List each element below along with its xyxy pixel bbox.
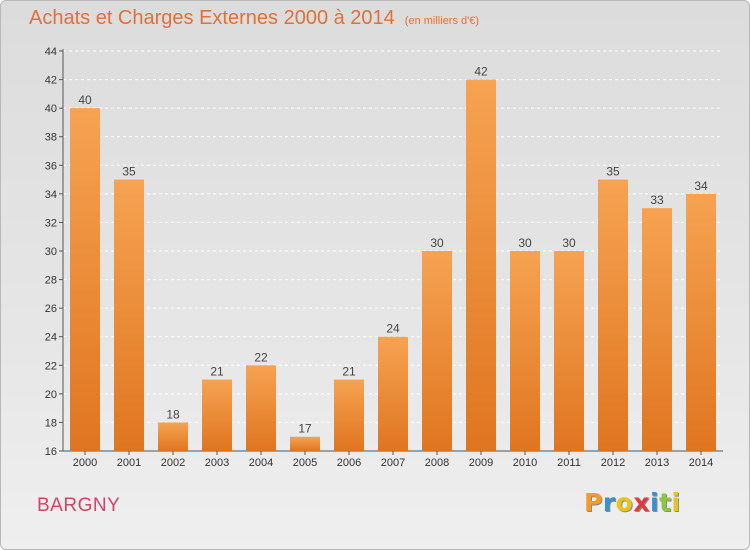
data-label: 34 bbox=[694, 179, 708, 193]
bar bbox=[114, 179, 144, 452]
y-tick-label: 16 bbox=[45, 446, 57, 458]
x-tick-label: 2003 bbox=[205, 457, 229, 469]
bar bbox=[510, 251, 540, 451]
data-label: 30 bbox=[562, 236, 576, 250]
bar bbox=[642, 208, 672, 451]
logo-letter: i bbox=[650, 488, 660, 517]
data-label: 24 bbox=[386, 322, 400, 336]
commune-name: BARGNY bbox=[37, 495, 121, 516]
bar bbox=[422, 251, 452, 451]
data-label: 30 bbox=[430, 236, 444, 250]
logo-letter: r bbox=[602, 488, 616, 517]
title-text: Achats et Charges Externes 2000 à 2014 bbox=[29, 7, 395, 29]
x-tick-label: 2001 bbox=[117, 457, 141, 469]
proxiti-logo[interactable]: Proxiti bbox=[584, 488, 681, 517]
data-label: 42 bbox=[474, 65, 488, 79]
x-tick-label: 2006 bbox=[337, 457, 361, 469]
y-tick-label: 34 bbox=[45, 189, 57, 201]
data-label: 40 bbox=[78, 93, 92, 107]
x-tick-label: 2011 bbox=[557, 457, 581, 469]
y-tick-label: 28 bbox=[45, 275, 57, 287]
bar bbox=[598, 179, 628, 452]
data-label: 17 bbox=[298, 422, 312, 436]
y-tick-label: 36 bbox=[45, 160, 57, 172]
y-tick-label: 20 bbox=[45, 389, 57, 401]
bar bbox=[554, 251, 584, 451]
y-tick-label: 38 bbox=[45, 132, 57, 144]
bar bbox=[290, 436, 320, 451]
x-tick-label: 2013 bbox=[645, 457, 669, 469]
data-label: 35 bbox=[606, 165, 620, 179]
data-label: 21 bbox=[210, 365, 224, 379]
x-tick-label: 2004 bbox=[249, 457, 273, 469]
logo-letter: x bbox=[633, 488, 650, 517]
data-label: 30 bbox=[518, 236, 532, 250]
bar bbox=[158, 422, 188, 451]
x-tick-label: 2009 bbox=[469, 457, 493, 469]
y-tick-label: 22 bbox=[45, 360, 57, 372]
data-label: 35 bbox=[122, 165, 136, 179]
bar bbox=[466, 79, 496, 452]
bar bbox=[686, 193, 716, 451]
bar bbox=[70, 108, 100, 452]
x-tick-label: 2010 bbox=[513, 457, 537, 469]
x-tick-label: 2000 bbox=[73, 457, 97, 469]
bar bbox=[378, 336, 408, 451]
labels: 16 18 20 22 24 26 28 30 32 34 36 38 40 42 44 40 2000 35 20… bbox=[45, 46, 713, 469]
logo-letter: t bbox=[659, 488, 672, 517]
x-tick-label: 2007 bbox=[381, 457, 405, 469]
bar bbox=[246, 365, 276, 451]
y-tick-label: 42 bbox=[45, 75, 57, 87]
y-tick-label: 24 bbox=[45, 332, 57, 344]
bars bbox=[70, 79, 716, 452]
y-tick-label: 26 bbox=[45, 303, 57, 315]
x-tick-label: 2002 bbox=[161, 457, 185, 469]
x-tick-label: 2014 bbox=[689, 457, 713, 469]
y-tick-label: 40 bbox=[45, 103, 57, 115]
data-label: 33 bbox=[650, 193, 664, 207]
chart-title: Achats et Charges Externes 2000 à 2014 (e… bbox=[29, 7, 479, 30]
bar bbox=[334, 379, 364, 451]
x-tick-label: 2008 bbox=[425, 457, 449, 469]
x-tick-label: 2005 bbox=[293, 457, 317, 469]
logo-letter: i bbox=[671, 488, 681, 517]
y-tick-label: 18 bbox=[45, 417, 57, 429]
data-label: 22 bbox=[254, 350, 268, 364]
logo-letter: o bbox=[615, 488, 634, 517]
bar bbox=[202, 379, 232, 451]
chart-subtitle: (en milliers d'€) bbox=[404, 15, 480, 27]
y-tick-label: 44 bbox=[45, 46, 57, 58]
y-tick-label: 30 bbox=[45, 246, 57, 258]
logo-letter: P bbox=[584, 488, 603, 517]
x-tick-label: 2012 bbox=[601, 457, 625, 469]
y-tick-label: 32 bbox=[45, 217, 57, 229]
data-label: 18 bbox=[166, 407, 180, 421]
data-label: 21 bbox=[342, 365, 356, 379]
